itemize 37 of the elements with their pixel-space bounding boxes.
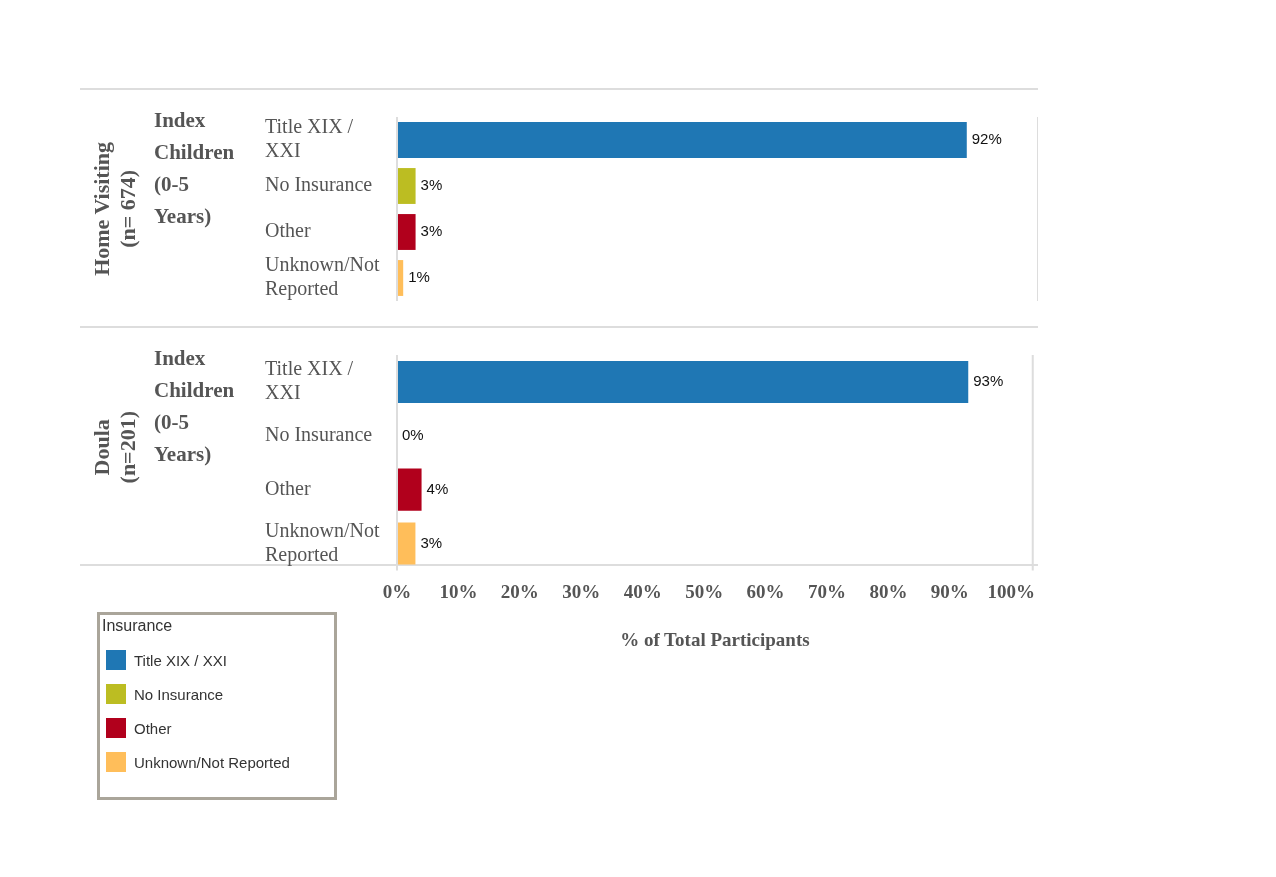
x-tick-label: 100%	[987, 580, 1035, 602]
x-tick-label: 0%	[382, 580, 412, 602]
x-tick-label: 30%	[562, 580, 601, 602]
x-tick-label: 70%	[807, 580, 846, 602]
data-label: 4%	[426, 479, 449, 497]
y-tick-label: No Insurance	[265, 173, 373, 196]
x-tick-label: 50%	[685, 580, 724, 602]
y-tick-label: Title XIX / XXI	[265, 357, 354, 404]
x-tick-label: 80%	[869, 580, 908, 602]
data-label: 1%	[408, 268, 430, 286]
y-tick-label: Unknown/Not Reported	[265, 253, 380, 301]
y-tick-label: Other	[265, 219, 311, 242]
y-tick-label: Other	[265, 476, 311, 499]
x-tick-label: 10%	[439, 580, 478, 602]
text: Index Children (0-5 Years)	[154, 345, 236, 468]
legend-label: No Insurance	[134, 685, 224, 703]
y-tick-label: Unknown/Not Reported	[265, 518, 380, 566]
legend-label: Unknown/Not Reported	[134, 753, 290, 771]
y-axis-title: Doula (n=201)	[89, 410, 141, 484]
x-axis-title: % of Total Participants	[620, 628, 810, 650]
x-tick-label: 20%	[500, 580, 539, 602]
data-label: 3%	[420, 222, 443, 240]
legend-label: Other	[134, 719, 172, 737]
legend-label: Title XIX / XXI	[134, 651, 227, 669]
legend-title: Insurance	[102, 617, 174, 635]
y-tick-label: No Insurance	[265, 423, 373, 446]
x-tick-label: 40%	[623, 580, 662, 602]
y-tick-label: Title XIX / XXI	[265, 115, 354, 162]
data-label: 0%	[402, 425, 424, 443]
x-tick-label: 90%	[930, 580, 969, 602]
data-label: 3%	[420, 533, 443, 551]
data-label: 3%	[420, 176, 443, 194]
text: Index Children (0-5 Years)	[154, 107, 236, 230]
data-label: 93%	[973, 372, 1004, 390]
y-axis-title: Home Visiting (n= 674)	[89, 142, 141, 276]
x-tick-label: 60%	[746, 580, 785, 602]
data-label: 92%	[971, 130, 1002, 148]
